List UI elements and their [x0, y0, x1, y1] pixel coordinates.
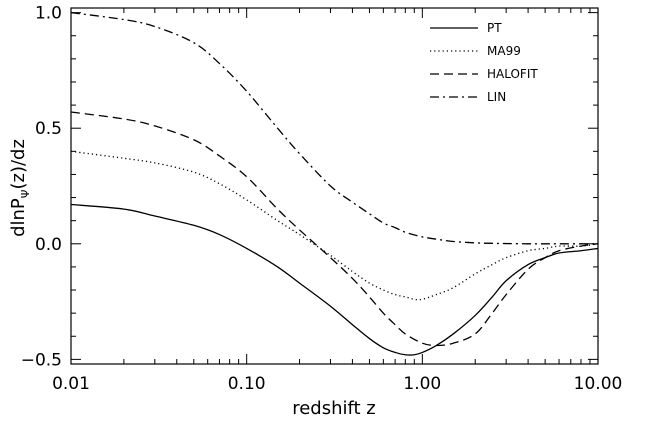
y-tick-label: 0.5	[35, 119, 62, 139]
y-tick-label: 0.0	[35, 235, 62, 255]
plot-frame	[70, 7, 599, 365]
plot-lines	[70, 11, 599, 356]
series-line-lin	[70, 11, 598, 245]
series-line-ma99	[70, 150, 599, 301]
series-line-halofit	[70, 111, 599, 347]
legend-label-pt: PT	[487, 21, 502, 35]
legend-label-halofit: HALOFIT	[487, 67, 538, 81]
y-axis-title: dlnPΨ(z)/dz	[8, 139, 32, 237]
series-line-pt	[70, 203, 599, 356]
legend: PT MA99 HALOFIT LIN	[430, 21, 538, 104]
y-tick-label: −0.5	[21, 350, 62, 370]
x-axis-title: redshift z	[292, 398, 376, 419]
legend-label-lin: LIN	[487, 90, 506, 104]
y-axis-title-main: dlnP	[8, 198, 29, 237]
x-tick-label: 10.00	[574, 374, 623, 394]
x-tick-label: 0.01	[52, 374, 90, 394]
x-tick-label: 0.10	[228, 374, 266, 394]
y-axis-title-subscript: Ψ	[19, 189, 32, 198]
y-tick-label: 1.0	[35, 4, 62, 24]
axis-tick-labels: 0.01 0.10 1.00 10.00 −0.5 0.0 0.5 1.0	[21, 4, 623, 394]
axis-ticks	[70, 8, 599, 364]
x-tick-label: 1.00	[403, 374, 441, 394]
y-axis-title-tail: (z)/dz	[8, 139, 29, 189]
legend-label-ma99: MA99	[487, 44, 521, 58]
